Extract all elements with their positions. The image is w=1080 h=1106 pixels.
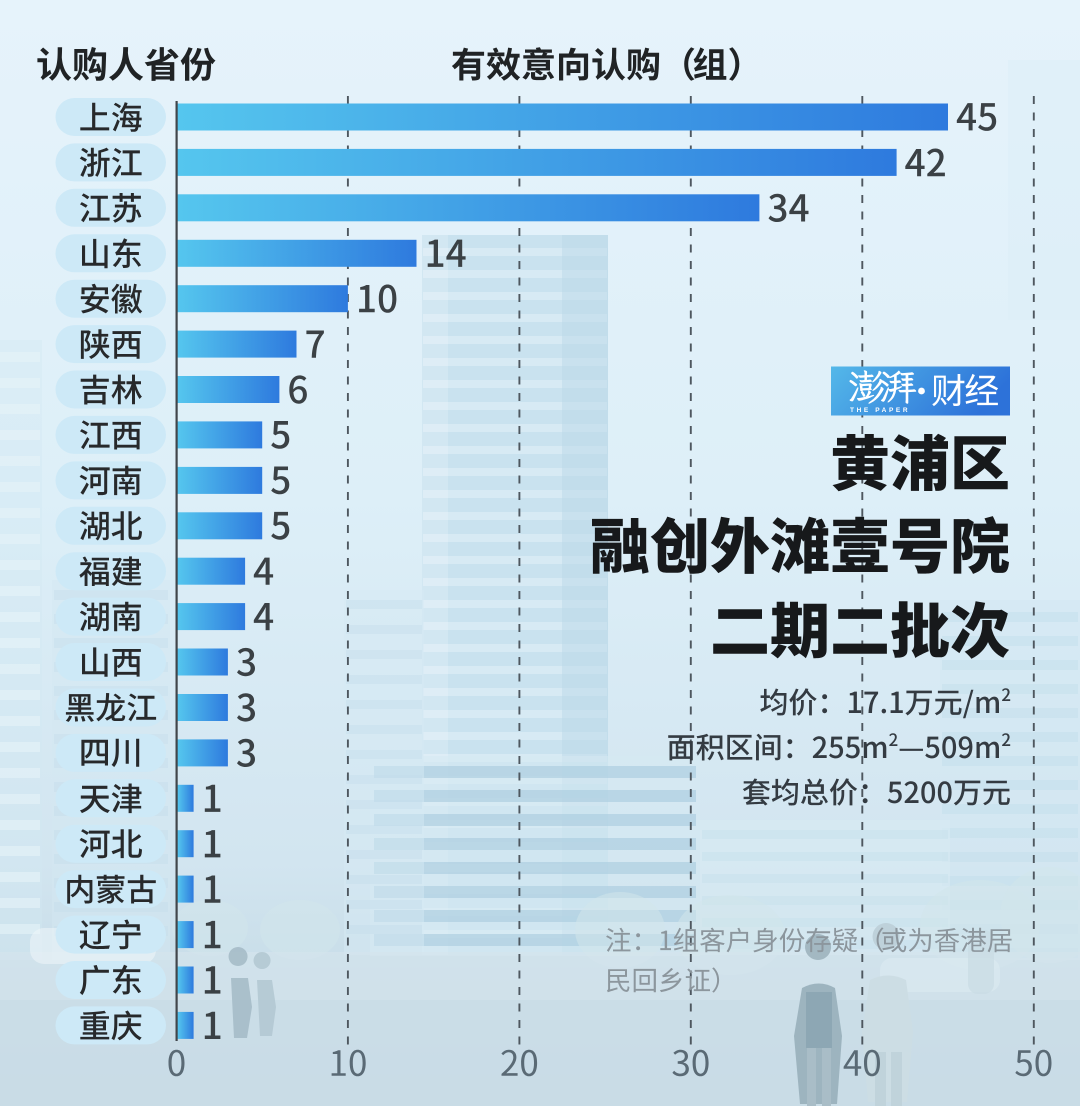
svg-text:THE PAPER: THE PAPER (850, 407, 910, 414)
